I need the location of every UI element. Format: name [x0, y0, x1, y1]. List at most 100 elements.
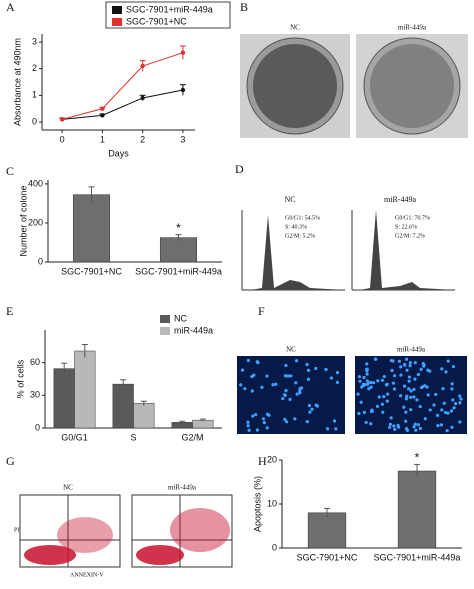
nucleus [365, 367, 369, 371]
nucleus [409, 395, 413, 399]
plot-frame [131, 494, 233, 568]
nucleus [265, 374, 269, 378]
nucleus [388, 422, 392, 426]
nucleus [392, 387, 397, 391]
nucleus [369, 385, 373, 389]
nucleus [371, 381, 376, 385]
x-tick-label: S [130, 432, 136, 442]
nucleus [432, 403, 436, 407]
nucleus [459, 397, 463, 401]
y-axis-title: Apoptosis (%) [252, 476, 262, 532]
nucleus [413, 361, 417, 365]
nucleus [283, 417, 287, 421]
nucleus [402, 384, 407, 388]
phase-text: S: 22.6% [395, 224, 417, 230]
panel-g: G NC miR-449a PI ANNEXIN-V [6, 454, 233, 578]
nucleus [271, 383, 275, 387]
nucleus [399, 365, 403, 369]
x-tick-label: SGC-7901+miR-449a [135, 266, 222, 276]
nucleus [370, 408, 374, 412]
y-tick-label: 30 [30, 390, 40, 400]
nucleus [262, 421, 266, 425]
photo [237, 356, 345, 434]
nucleus [458, 420, 462, 424]
point [100, 106, 105, 111]
nucleus [399, 394, 403, 398]
y-tick-label: 0 [35, 422, 40, 432]
x-tick-label: G2/M [181, 432, 203, 442]
nucleus [423, 417, 427, 421]
panel-label: A [6, 0, 15, 14]
nucleus [361, 382, 366, 386]
nucleus [360, 385, 364, 389]
legend-swatch [160, 327, 170, 335]
nucleus [294, 381, 298, 385]
nucleus [405, 357, 409, 361]
nucleus [247, 428, 251, 432]
bar [112, 383, 134, 429]
nucleus [419, 367, 423, 371]
nucleus [458, 394, 462, 398]
nucleus [250, 389, 254, 393]
nucleus [255, 360, 259, 364]
y-tick-label: 200 [28, 217, 43, 227]
significance: * [176, 221, 181, 235]
nucleus [399, 373, 403, 377]
nucleus [436, 423, 440, 428]
nucleus [364, 420, 368, 425]
cell-cloud [57, 517, 113, 553]
nucleus [357, 375, 362, 379]
nucleus [446, 359, 450, 363]
nucleus [382, 394, 386, 399]
nucleus [386, 392, 390, 396]
nucleus [261, 417, 266, 421]
nucleus [405, 368, 409, 372]
cell-cloud [170, 508, 230, 552]
y-tick-label: 0 [32, 116, 37, 126]
point [140, 63, 145, 69]
nucleus [446, 411, 450, 415]
nucleus [444, 370, 448, 374]
panel-label: D [235, 162, 244, 176]
nucleus [284, 363, 288, 368]
x-tick-label: SGC-7901+miR-449a [374, 552, 461, 562]
nucleus [308, 410, 312, 414]
nucleus [365, 372, 369, 376]
nucleus [243, 387, 247, 391]
y-axis-title: Number of colone [18, 185, 28, 256]
nucleus [295, 392, 299, 396]
nucleus [357, 411, 361, 416]
nucleus [388, 425, 392, 429]
panel-label: B [240, 0, 248, 14]
nucleus [435, 413, 440, 417]
panel-label: C [6, 164, 14, 178]
nucleus [314, 403, 318, 407]
axis-label: ANNEXIN-V [70, 572, 104, 578]
x-tick-label: G0/G1 [61, 432, 88, 442]
colonies [370, 44, 454, 128]
nucleus [365, 382, 370, 386]
histogram-title: miR-449a [384, 195, 416, 204]
nucleus [442, 401, 446, 405]
nucleus [404, 397, 408, 401]
axis-label: PI [14, 527, 19, 533]
nucleus [265, 426, 269, 430]
legend-label: NC [174, 313, 187, 323]
nucleus [367, 387, 371, 391]
nucleus [358, 379, 362, 383]
nucleus [409, 408, 413, 412]
significance: * [415, 451, 420, 465]
nucleus [423, 384, 427, 388]
nucleus [450, 387, 454, 391]
nucleus [408, 361, 412, 365]
phase-text: S: 40.3% [285, 224, 307, 230]
panel-b: B NC miR-449a [240, 0, 468, 138]
nucleus [391, 359, 395, 363]
plot-frame [19, 494, 121, 568]
nucleus [405, 428, 410, 432]
nucleus [306, 368, 311, 372]
nucleus [428, 408, 432, 412]
y-tick-label: 0 [272, 542, 277, 552]
nucleus [305, 362, 309, 367]
